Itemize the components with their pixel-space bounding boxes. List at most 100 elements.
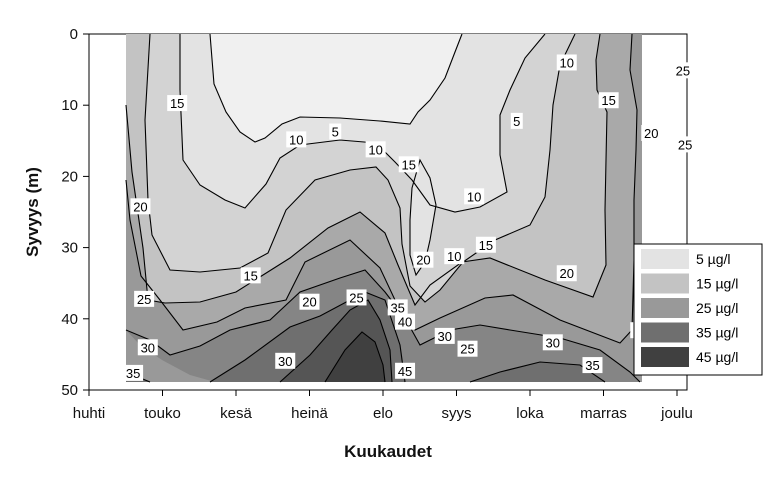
- contour-label: 25: [457, 340, 478, 357]
- contour-label: 15: [240, 267, 261, 284]
- contour-label: 20: [130, 198, 151, 215]
- legend-label: 5 µg/l: [696, 251, 731, 267]
- contour-label-bg: [675, 136, 696, 153]
- legend-item: 45 µg/l: [641, 347, 738, 367]
- y-ticks: 0 10 20 30 40 50: [61, 26, 89, 399]
- contour-label-bg: [134, 290, 155, 307]
- legend-swatch: [641, 273, 689, 294]
- contour-label-bg: [387, 299, 408, 316]
- y-tick-label: 0: [70, 26, 78, 43]
- y-tick-label: 20: [61, 168, 78, 185]
- contour-line-5: [209, 33, 463, 143]
- contour-label-text: 5: [332, 125, 339, 140]
- contour-label-bg: [395, 313, 416, 330]
- contour-label-text: 45: [398, 364, 412, 379]
- legend-item: 15 µg/l: [641, 273, 738, 294]
- contour-label: 10: [365, 141, 386, 158]
- contour-line-25: [125, 33, 638, 344]
- contour-label: 30: [275, 352, 296, 369]
- contour-label: 10: [286, 131, 307, 148]
- contour-label: 25: [672, 62, 693, 79]
- contour-label-bg: [582, 357, 603, 374]
- contour-label-text: 20: [560, 266, 574, 281]
- contour-line-10-pocket: [409, 158, 437, 277]
- contour-label-text: 20: [302, 295, 316, 310]
- contour-label: 15: [475, 236, 496, 253]
- legend-label: 35 µg/l: [696, 325, 738, 341]
- x-tick-label: elo: [373, 405, 393, 422]
- contour-label-text: 25: [460, 342, 474, 357]
- contour-label: 5: [329, 123, 342, 140]
- contour-label-text: 30: [546, 335, 560, 350]
- contour-label-bg: [130, 198, 151, 215]
- contour-label: 10: [444, 248, 465, 264]
- contour-label: 35: [387, 299, 408, 316]
- legend-item: 35 µg/l: [641, 322, 738, 343]
- x-tick-label: loka: [516, 405, 544, 422]
- contour-label: 15: [167, 95, 188, 112]
- contour-label-text: 10: [447, 249, 461, 264]
- contour-line-45: [324, 331, 386, 383]
- legend-label: 25 µg/l: [696, 300, 738, 316]
- x-tick-label: marras: [580, 405, 627, 422]
- contour-label-bg: [395, 362, 416, 379]
- legend-item: 5 µg/l: [641, 249, 731, 269]
- contour-label: 20: [641, 124, 662, 141]
- contour-label-bg: [434, 327, 455, 344]
- contour-label-text: 20: [416, 253, 430, 268]
- contour-label-text: 10: [467, 189, 481, 204]
- contour-label: 25: [134, 290, 155, 307]
- contour-label-text: 15: [479, 238, 493, 253]
- contour-label-text: 25: [137, 292, 151, 307]
- x-axis-title: Kuukaudet: [344, 442, 432, 461]
- x-ticks: huhti touko kesä heinä elo syys loka marras joul…: [73, 390, 693, 422]
- legend-swatch: [641, 249, 689, 269]
- x-tick-label: huhti: [73, 405, 106, 422]
- contour-label-bg: [464, 188, 485, 205]
- legend: 5 µg/l 15 µg/l 25 µg/l 35 µg/l 45 µg/l: [633, 243, 763, 376]
- contour-label-text: 15: [243, 268, 257, 283]
- legend-item: 25 µg/l: [641, 298, 738, 318]
- pocket-10: [410, 160, 436, 275]
- contour-label-bg: [457, 340, 478, 357]
- x-tick-label: heinä: [291, 405, 328, 422]
- contour-label: 35: [582, 357, 603, 374]
- contour-label-text: 10: [289, 132, 303, 147]
- legend-label: 15 µg/l: [696, 276, 738, 292]
- contour-label-bg: [641, 124, 662, 141]
- contour-line-15: [144, 33, 576, 303]
- contour-label: 45: [395, 362, 416, 379]
- legend-swatch: [641, 347, 689, 367]
- band-0: [210, 34, 462, 142]
- contour-label-text: 15: [401, 157, 415, 172]
- contour-label-bg: [475, 236, 496, 253]
- contour-label-text: 30: [141, 340, 155, 355]
- contour-label-bg: [542, 334, 563, 351]
- contour-label-bg: [365, 141, 386, 158]
- contour-label-text: 15: [601, 93, 615, 108]
- legend-swatch: [641, 298, 689, 318]
- contour-label-text: 20: [644, 126, 658, 141]
- y-axis-title: Syvyys (m): [23, 167, 42, 257]
- contour-label-bg: [275, 352, 296, 369]
- contour-label-bg: [598, 92, 619, 109]
- legend-swatch: [641, 322, 689, 343]
- contour-label-text: 40: [398, 315, 412, 330]
- contour-label-bg: [286, 131, 307, 148]
- contour-label-bg: [413, 251, 434, 268]
- contour-label-bg: [398, 156, 419, 173]
- y-tick-label: 40: [61, 311, 78, 328]
- x-tick-label: joulu: [660, 405, 693, 422]
- contour-label: 10: [464, 188, 485, 205]
- contour-label-bg: [556, 265, 577, 282]
- legend-label: 45 µg/l: [696, 349, 738, 365]
- contour-label: 25: [346, 289, 367, 306]
- contour-label: 30: [434, 327, 455, 344]
- contour-label: 30: [542, 334, 563, 351]
- contour-label-bg: [329, 123, 342, 140]
- contour-label: 35: [123, 364, 144, 381]
- contour-label-text: 30: [438, 329, 452, 344]
- contour-label-text: 20: [133, 199, 147, 214]
